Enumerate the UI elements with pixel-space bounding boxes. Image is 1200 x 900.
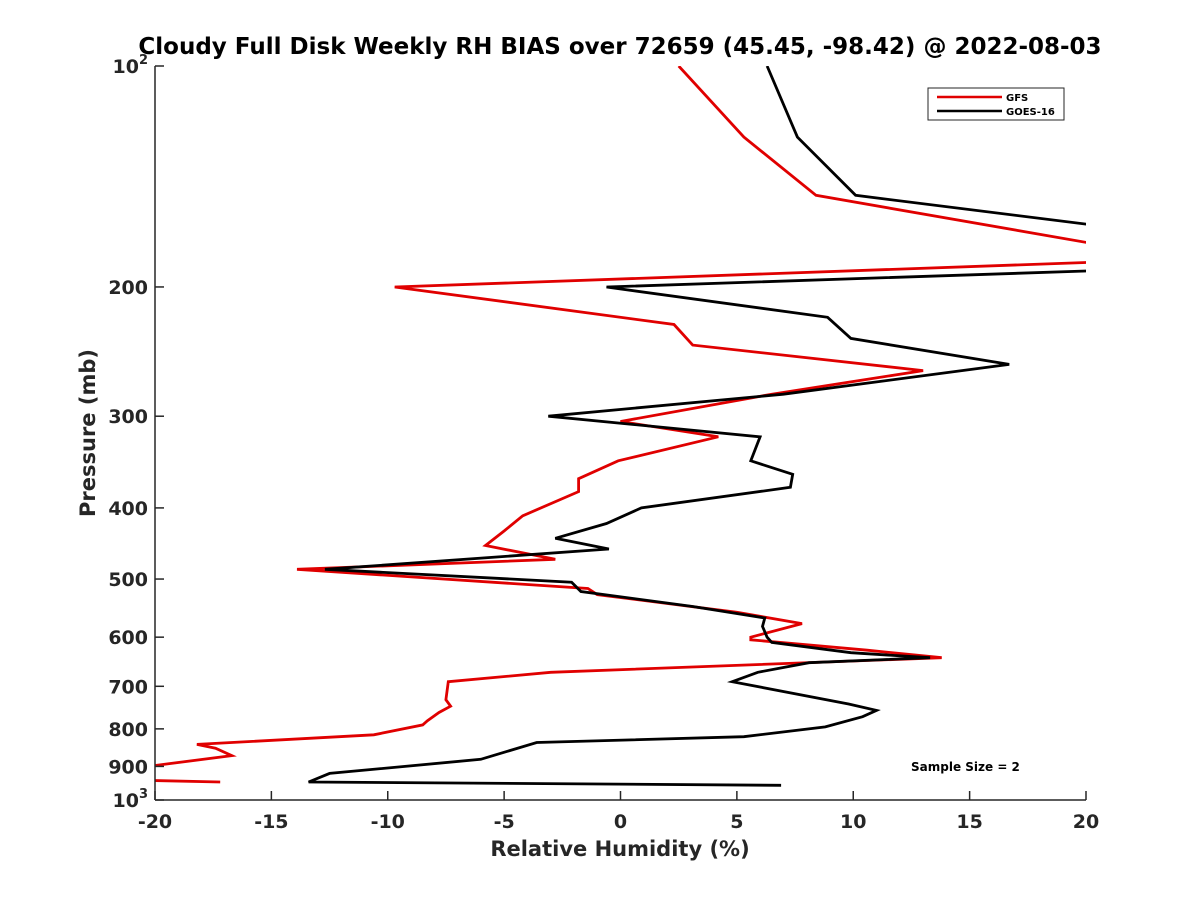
x-tick-label: -20 — [138, 811, 172, 833]
legend: GFS GOES-16 — [927, 87, 1065, 121]
y-tick-label: 102 — [113, 53, 149, 78]
y-tick-label: 700 — [108, 676, 148, 698]
x-axis-label: Relative Humidity (%) — [490, 837, 749, 861]
axes — [154, 66, 1086, 801]
series-line-goes16 — [308, 66, 1086, 787]
y-tick-label: 300 — [108, 406, 148, 428]
y-ticks: 102 200 300 400 500 600 700 800 900 103 — [108, 53, 164, 812]
y-tick-label: 400 — [108, 498, 148, 520]
legend-label-gfs: GFS — [1006, 93, 1028, 104]
x-tick-label: -15 — [254, 811, 288, 833]
sample-size-annotation: Sample Size = 2 — [911, 760, 1020, 774]
y-tick-label: 600 — [108, 627, 148, 649]
x-tick-label: 0 — [614, 811, 627, 833]
y-tick-label: 800 — [108, 719, 148, 741]
x-tick-label: 15 — [956, 811, 982, 833]
x-ticks: -20 -15 -10 -5 0 5 10 15 20 — [138, 791, 1099, 833]
x-tick-label: 5 — [730, 811, 743, 833]
series-group — [155, 66, 1086, 787]
y-tick-label: 500 — [108, 569, 148, 591]
y-tick-label: 200 — [108, 277, 148, 299]
x-tick-label: 10 — [840, 811, 866, 833]
chart-title: Cloudy Full Disk Weekly RH BIAS over 726… — [138, 34, 1101, 60]
y-axis-label: Pressure (mb) — [76, 349, 100, 517]
y-tick-label: 900 — [108, 756, 148, 778]
legend-box — [927, 87, 1065, 121]
y-tick-label: 103 — [113, 787, 149, 812]
x-tick-label: -5 — [494, 811, 515, 833]
legend-label-goes16: GOES-16 — [1006, 107, 1055, 118]
x-tick-label: 20 — [1073, 811, 1099, 833]
x-tick-label: -10 — [371, 811, 405, 833]
series-line-gfs — [155, 66, 1086, 784]
